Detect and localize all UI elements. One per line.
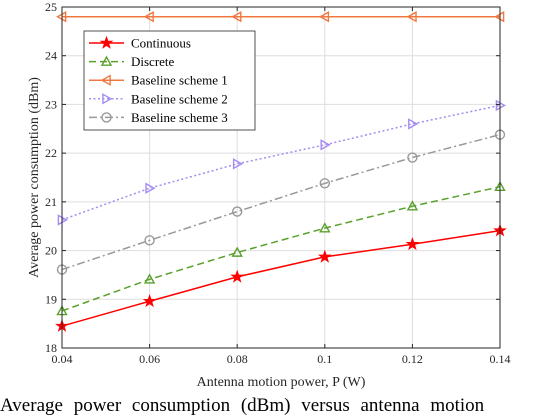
legend-marker xyxy=(99,35,114,49)
legend-label: Discrete xyxy=(131,54,175,69)
data-point xyxy=(231,206,243,217)
ticks: 0.04 0.06 0.08 0.1 0.12 0.14 18 19 20 21 22 23 24 25 xyxy=(45,0,511,366)
data-point xyxy=(406,11,417,23)
data-point xyxy=(407,152,418,163)
data-point xyxy=(230,269,245,283)
y-tick-label: 18 xyxy=(45,341,57,355)
y-tick-label: 22 xyxy=(45,146,57,160)
y-tick-label: 24 xyxy=(45,49,57,63)
legend-label: Baseline scheme 3 xyxy=(131,110,228,125)
data-point xyxy=(231,11,242,23)
data-point xyxy=(408,118,419,130)
legend-label: Baseline scheme 1 xyxy=(131,73,228,88)
series-line xyxy=(61,104,501,221)
x-tick-label: 0.08 xyxy=(227,352,248,366)
data-point xyxy=(232,158,244,170)
legend-item: Continuous xyxy=(89,36,191,51)
legend-label: Continuous xyxy=(131,36,191,51)
y-tick-label: 20 xyxy=(45,244,57,258)
data-point xyxy=(143,273,156,284)
legend-label: Baseline scheme 2 xyxy=(131,91,228,106)
y-axis-label: Average power consumption (dBm) xyxy=(27,77,42,278)
data-point xyxy=(231,246,243,257)
legend-item: Discrete xyxy=(89,54,175,69)
figure-caption: Average power consumption (dBm) versus a… xyxy=(0,395,485,416)
x-tick-label: 0.14 xyxy=(490,352,511,366)
data-point xyxy=(144,235,155,246)
data-point xyxy=(143,11,154,23)
data-point xyxy=(142,294,157,308)
x-tick-label: 0.1 xyxy=(317,352,332,366)
data-point xyxy=(319,222,331,233)
legend: Continuous Discrete Baseline scheme 1 Basel… xyxy=(83,30,256,131)
line-chart: 0.04 0.06 0.08 0.1 0.12 0.141819202122232425 … xyxy=(27,0,511,390)
legend-marker xyxy=(102,93,113,105)
data-point xyxy=(405,237,420,251)
data-point xyxy=(145,182,156,194)
y-tick-label: 25 xyxy=(45,0,57,14)
series-1 xyxy=(55,223,507,332)
y-tick-label: 21 xyxy=(45,195,57,209)
x-tick-label: 0.06 xyxy=(139,352,160,366)
y-tick-label: 23 xyxy=(45,97,57,111)
legend-marker xyxy=(100,55,113,66)
y-tick-label: 19 xyxy=(45,292,57,306)
series-4 xyxy=(57,99,506,226)
legend-item: Baseline scheme 1 xyxy=(89,73,228,88)
data-point xyxy=(319,178,330,189)
legend-item: Baseline scheme 2 xyxy=(89,91,228,106)
legend-marker xyxy=(100,74,111,86)
series-layer xyxy=(55,11,507,332)
series-line xyxy=(61,229,501,327)
plot-frame xyxy=(61,6,501,349)
legend-marker xyxy=(101,112,112,123)
x-axis-label: Antenna motion power, P (W) xyxy=(197,375,366,390)
series-line xyxy=(61,186,501,312)
series-3 xyxy=(56,11,505,23)
data-point xyxy=(406,200,419,211)
data-point xyxy=(320,139,331,151)
x-tick-label: 0.12 xyxy=(402,352,423,366)
data-point xyxy=(317,249,332,263)
legend-item: Baseline scheme 3 xyxy=(89,110,228,125)
x-tick-label: 0.04 xyxy=(52,352,73,366)
series-line xyxy=(61,133,501,271)
data-point xyxy=(318,11,330,23)
